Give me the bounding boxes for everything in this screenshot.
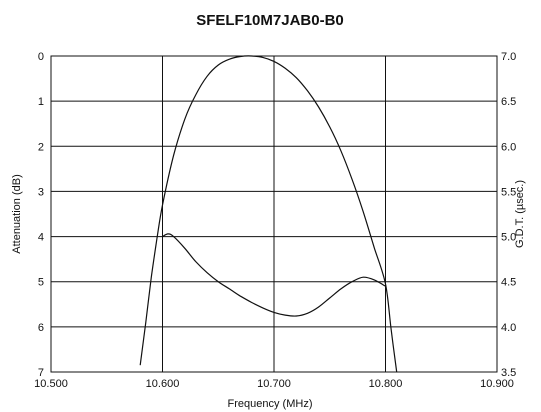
y-right-axis-ticks: 7.0 6.5 6.0 5.5 5.0 4.5 4.0 3.5 [501,51,516,379]
y-left-tick-label: 4 [38,232,44,244]
x-tick-label: 10.700 [257,378,291,390]
y-left-tick-label: 0 [38,51,44,63]
y-right-tick-label: 4.0 [501,322,516,334]
y-left-tick-label: 6 [38,322,44,334]
y-right-axis-label: G.D.T. (µsec.) [514,180,526,248]
y-left-axis-label: Attenuation (dB) [11,174,23,254]
y-right-tick-label: 7.0 [501,51,516,63]
x-axis-ticks: 10.500 10.600 10.700 10.800 10.900 [34,378,514,390]
x-axis-label: Frequency (MHz) [228,398,313,410]
x-tick-label: 10.500 [34,378,68,390]
y-left-tick-label: 3 [38,186,44,198]
attenuation-curve [139,55,398,373]
grid [51,56,497,372]
y-left-tick-label: 1 [38,96,44,108]
chart-title: SFELF10M7JAB0-B0 [196,12,344,29]
gdt-curve [162,233,386,317]
y-right-tick-label: 3.5 [501,367,516,379]
y-left-tick-label: 5 [38,277,44,289]
y-left-tick-label: 7 [38,367,44,379]
y-right-tick-label: 5.0 [501,232,516,244]
y-left-axis-ticks: 0 1 2 3 4 5 6 7 [38,51,44,379]
plot-frame [50,55,498,373]
x-tick-label: 10.900 [480,378,514,390]
y-right-tick-label: 6.5 [501,96,516,108]
series-layer [139,55,398,373]
y-right-tick-label: 4.5 [501,277,516,289]
y-left-tick-label: 2 [38,141,44,153]
y-right-tick-label: 6.0 [501,141,516,153]
x-tick-label: 10.600 [146,378,180,390]
y-right-tick-label: 5.5 [501,186,516,198]
x-tick-label: 10.800 [369,378,403,390]
